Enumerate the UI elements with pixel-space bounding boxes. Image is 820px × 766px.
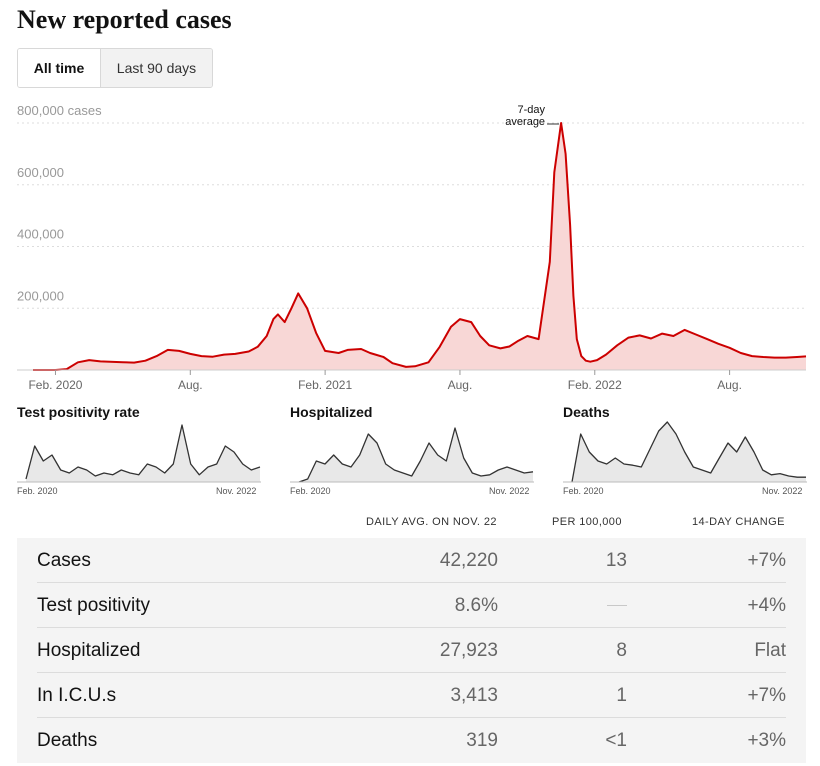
- y-tick-label: 200,000: [17, 288, 64, 303]
- page-title: New reported cases: [17, 5, 232, 34]
- table-row-hospitalized: Hospitalized 27,923 8 Flat: [37, 628, 786, 673]
- x-tick-label: Feb. 2021: [298, 378, 352, 392]
- row-label: Cases: [37, 550, 91, 571]
- stats-table: Cases 42,220 13 +7% Test positivity 8.6%…: [17, 538, 806, 763]
- row-per-100k: 13: [605, 550, 627, 571]
- row-per-100k: 8: [616, 640, 627, 661]
- row-14-day-change: +3%: [747, 730, 786, 751]
- positivity-end-date: Nov. 2022: [216, 486, 257, 496]
- positivity-start-date: Feb. 2020: [17, 486, 58, 496]
- y-tick-label: 800,000 cases: [17, 103, 102, 118]
- row-daily-avg: 42,220: [439, 550, 498, 571]
- x-tick-label: Feb. 2022: [568, 378, 622, 392]
- hospitalized-end-date: Nov. 2022: [489, 486, 530, 496]
- deaths-chart: [563, 421, 807, 483]
- annotation-label: average: [505, 116, 545, 128]
- per-100k-header: PER 100,000: [552, 516, 622, 528]
- row-14-day-change: +7%: [747, 550, 786, 571]
- y-tick-label: 600,000: [17, 165, 64, 180]
- row-label: Deaths: [37, 730, 98, 751]
- all-time-button[interactable]: All time: [18, 49, 100, 87]
- cases-line: [33, 122, 807, 371]
- row-per-100k: 1: [616, 685, 627, 706]
- table-row-test-positivity: Test positivity 8.6% +4%: [37, 583, 786, 628]
- small-chart-title-positivity: Test positivity rate: [17, 404, 140, 420]
- small-chart-area: [299, 428, 533, 482]
- small-chart-title-hospitalized: Hospitalized: [290, 404, 373, 420]
- row-daily-avg: 319: [466, 730, 498, 751]
- row-label: Test positivity: [37, 595, 150, 616]
- empty-value-dash: [607, 605, 627, 606]
- x-tick-label: Aug.: [448, 378, 473, 392]
- table-row-icu: In I.C.U.s 3,413 1 +7%: [37, 673, 786, 718]
- row-daily-avg: 8.6%: [454, 595, 498, 616]
- small-chart-area: [572, 422, 806, 482]
- annotation-label: 7-day: [518, 104, 546, 116]
- last-90-days-button[interactable]: Last 90 days: [100, 49, 212, 87]
- time-range-toggle: All time Last 90 days: [17, 48, 213, 88]
- small-chart-title-deaths: Deaths: [563, 404, 610, 420]
- row-label: In I.C.U.s: [37, 685, 117, 706]
- deaths-end-date: Nov. 2022: [762, 486, 803, 496]
- small-chart-line: [571, 421, 806, 483]
- table-row-cases: Cases 42,220 13 +7%: [37, 538, 786, 583]
- row-per-100k: <1: [605, 730, 627, 751]
- hospitalized-start-date: Feb. 2020: [290, 486, 331, 496]
- table-row-deaths: Deaths 319 <1 +3%: [37, 718, 786, 763]
- small-chart-line: [298, 427, 534, 483]
- small-chart-line: [25, 424, 261, 480]
- row-daily-avg: 27,923: [439, 640, 498, 661]
- positivity-chart: [17, 424, 261, 483]
- change-header: 14-DAY CHANGE: [692, 516, 785, 528]
- y-tick-label: 400,000: [17, 227, 64, 242]
- row-14-day-change: +4%: [747, 595, 786, 616]
- cases-chart: 200,000 400,000 600,000 800,000 cases Feb. 2…: [17, 103, 807, 392]
- hospitalized-chart: [290, 427, 534, 483]
- row-label: Hospitalized: [37, 640, 141, 661]
- row-14-day-change: +7%: [747, 685, 786, 706]
- daily-avg-header: DAILY AVG. ON NOV. 22: [366, 516, 497, 528]
- x-tick-label: Feb. 2020: [28, 378, 82, 392]
- small-chart-area: [26, 425, 260, 482]
- x-tick-label: Aug.: [717, 378, 742, 392]
- deaths-start-date: Feb. 2020: [563, 486, 604, 496]
- x-tick-label: Aug.: [178, 378, 203, 392]
- row-14-day-change: Flat: [754, 640, 786, 661]
- row-daily-avg: 3,413: [450, 685, 498, 706]
